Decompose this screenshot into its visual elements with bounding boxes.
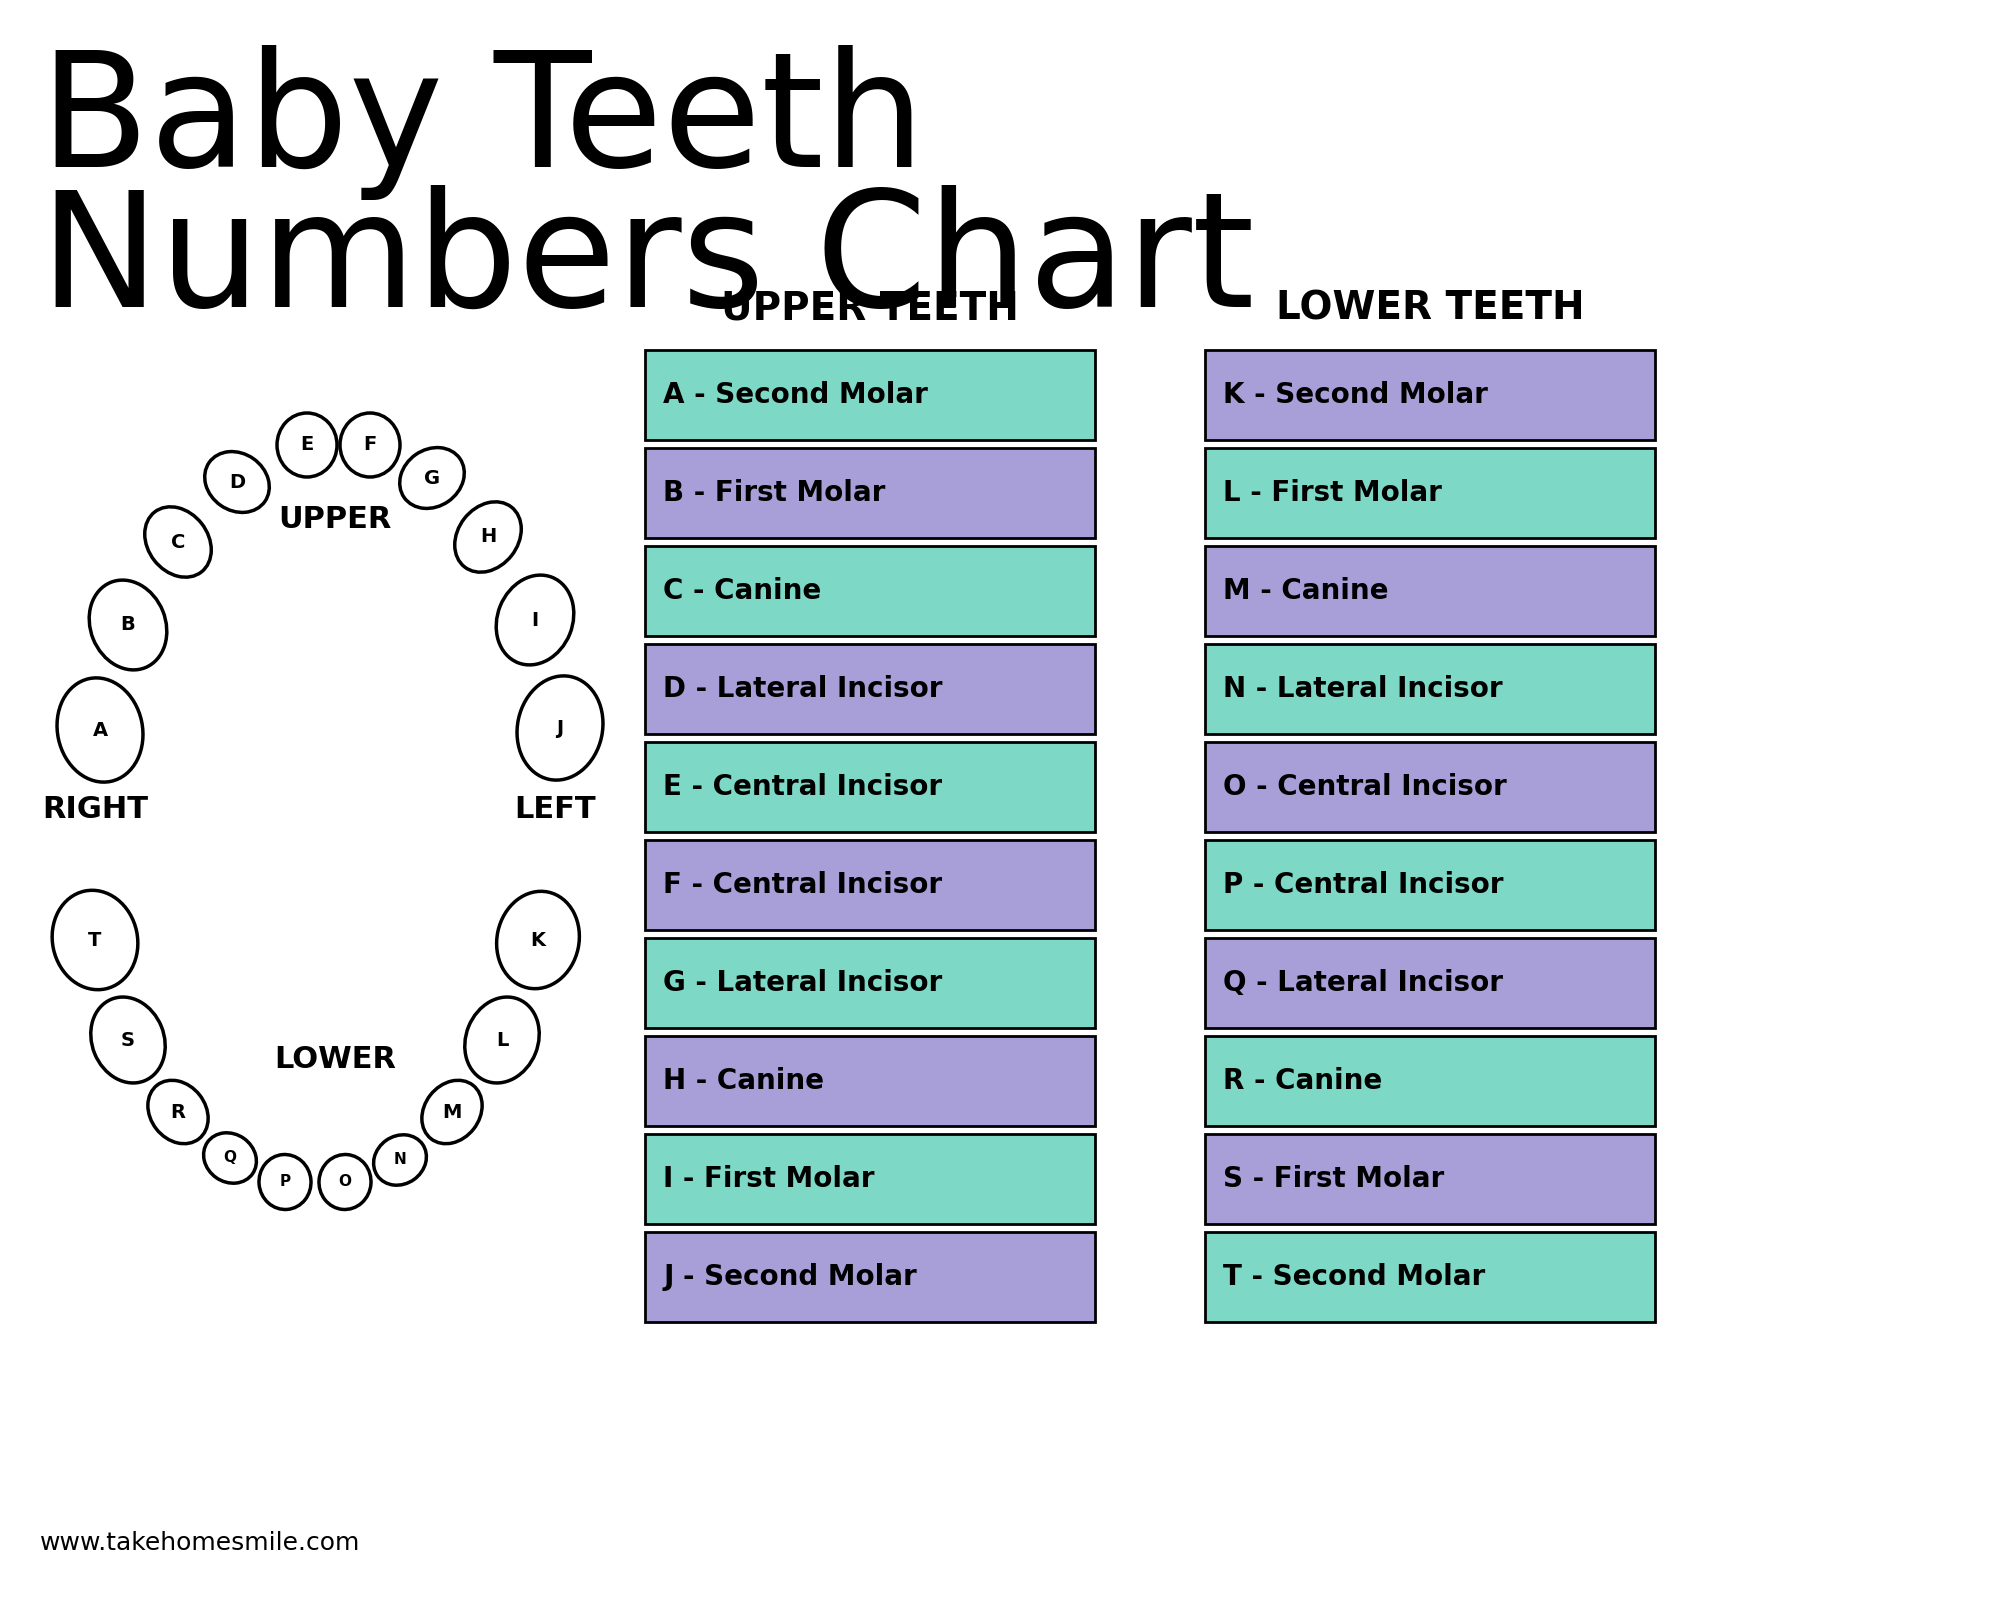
Text: M: M [442, 1102, 462, 1122]
FancyBboxPatch shape [1204, 448, 1656, 538]
Text: D - Lateral Incisor: D - Lateral Incisor [664, 675, 942, 702]
FancyBboxPatch shape [1204, 1134, 1656, 1224]
Text: H - Canine: H - Canine [664, 1067, 824, 1094]
Text: C - Canine: C - Canine [664, 578, 822, 605]
Text: N - Lateral Incisor: N - Lateral Incisor [1224, 675, 1502, 702]
FancyBboxPatch shape [644, 448, 1096, 538]
Text: G - Lateral Incisor: G - Lateral Incisor [664, 970, 942, 997]
Ellipse shape [204, 451, 270, 512]
Text: F - Central Incisor: F - Central Incisor [664, 870, 942, 899]
Text: T - Second Molar: T - Second Molar [1224, 1262, 1486, 1291]
Text: C: C [170, 533, 186, 552]
Text: O: O [338, 1174, 352, 1189]
Text: S - First Molar: S - First Molar [1224, 1165, 1444, 1194]
FancyBboxPatch shape [644, 1037, 1096, 1126]
Text: R: R [170, 1102, 186, 1122]
Ellipse shape [52, 890, 138, 990]
Ellipse shape [374, 1134, 426, 1186]
Text: RIGHT: RIGHT [42, 795, 148, 824]
Text: G: G [424, 469, 440, 488]
Text: UPPER TEETH: UPPER TEETH [722, 290, 1018, 328]
Text: Q: Q [224, 1150, 236, 1165]
Ellipse shape [276, 413, 336, 477]
Text: R - Canine: R - Canine [1224, 1067, 1382, 1094]
Ellipse shape [90, 581, 166, 670]
Text: D: D [228, 472, 246, 491]
Ellipse shape [496, 574, 574, 666]
FancyBboxPatch shape [644, 938, 1096, 1029]
Text: LEFT: LEFT [514, 795, 596, 824]
Text: P - Central Incisor: P - Central Incisor [1224, 870, 1504, 899]
FancyBboxPatch shape [644, 1232, 1096, 1322]
Text: Numbers Chart: Numbers Chart [40, 186, 1254, 341]
FancyBboxPatch shape [644, 1134, 1096, 1224]
FancyBboxPatch shape [644, 350, 1096, 440]
Ellipse shape [144, 507, 212, 578]
Text: K: K [530, 931, 546, 949]
FancyBboxPatch shape [644, 643, 1096, 734]
Text: Q - Lateral Incisor: Q - Lateral Incisor [1224, 970, 1504, 997]
FancyBboxPatch shape [1204, 742, 1656, 832]
Text: K - Second Molar: K - Second Molar [1224, 381, 1488, 410]
Text: B: B [120, 616, 136, 635]
FancyBboxPatch shape [1204, 546, 1656, 635]
Ellipse shape [496, 891, 580, 989]
Ellipse shape [340, 413, 400, 477]
Text: T: T [88, 931, 102, 949]
Text: M - Canine: M - Canine [1224, 578, 1388, 605]
Text: I - First Molar: I - First Molar [664, 1165, 874, 1194]
Ellipse shape [454, 502, 522, 573]
Text: LOWER: LOWER [274, 1045, 396, 1075]
Text: www.takehomesmile.com: www.takehomesmile.com [40, 1531, 360, 1555]
Text: P: P [280, 1174, 290, 1189]
Text: A: A [92, 720, 108, 739]
Ellipse shape [204, 1133, 256, 1184]
Text: H: H [480, 528, 496, 547]
Ellipse shape [422, 1080, 482, 1144]
FancyBboxPatch shape [1204, 938, 1656, 1029]
Text: I: I [532, 611, 538, 629]
Text: J - Second Molar: J - Second Molar [664, 1262, 916, 1291]
Ellipse shape [148, 1080, 208, 1144]
Text: Baby Teeth: Baby Teeth [40, 45, 924, 200]
Ellipse shape [258, 1155, 312, 1210]
FancyBboxPatch shape [644, 546, 1096, 635]
FancyBboxPatch shape [1204, 643, 1656, 734]
Text: L - First Molar: L - First Molar [1224, 478, 1442, 507]
Ellipse shape [518, 675, 602, 781]
FancyBboxPatch shape [644, 742, 1096, 832]
Text: S: S [120, 1030, 136, 1050]
Text: J: J [556, 718, 564, 738]
Ellipse shape [400, 448, 464, 509]
Text: E: E [300, 435, 314, 454]
Text: F: F [364, 435, 376, 454]
Text: N: N [394, 1152, 406, 1168]
FancyBboxPatch shape [644, 840, 1096, 930]
FancyBboxPatch shape [1204, 1037, 1656, 1126]
Text: B - First Molar: B - First Molar [664, 478, 886, 507]
Ellipse shape [58, 678, 142, 782]
Ellipse shape [464, 997, 540, 1083]
Text: L: L [496, 1030, 508, 1050]
Text: O - Central Incisor: O - Central Incisor [1224, 773, 1506, 802]
Ellipse shape [90, 997, 166, 1083]
Text: A - Second Molar: A - Second Molar [664, 381, 928, 410]
Text: LOWER TEETH: LOWER TEETH [1276, 290, 1584, 328]
Ellipse shape [318, 1155, 372, 1210]
Text: UPPER: UPPER [278, 506, 392, 534]
FancyBboxPatch shape [1204, 350, 1656, 440]
Text: E - Central Incisor: E - Central Incisor [664, 773, 942, 802]
FancyBboxPatch shape [1204, 1232, 1656, 1322]
FancyBboxPatch shape [1204, 840, 1656, 930]
